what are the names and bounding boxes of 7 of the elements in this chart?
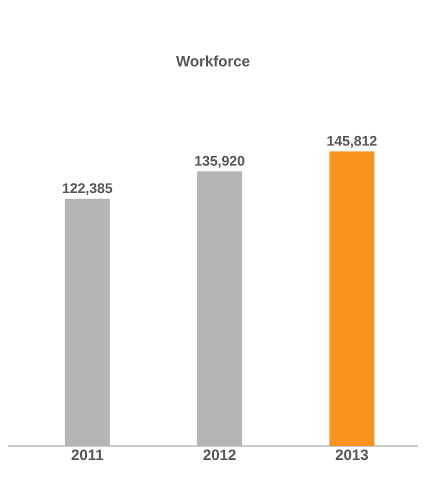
x-tick-label: 2012 [203,450,236,460]
chart-title: Workforce [176,55,250,66]
x-tick-label: 2011 [72,450,104,460]
data-label: 135,920 [195,156,244,168]
data-label: 145,812 [327,136,377,148]
data-label: 122,385 [62,183,112,196]
x-tick-label: 2013 [336,450,368,460]
